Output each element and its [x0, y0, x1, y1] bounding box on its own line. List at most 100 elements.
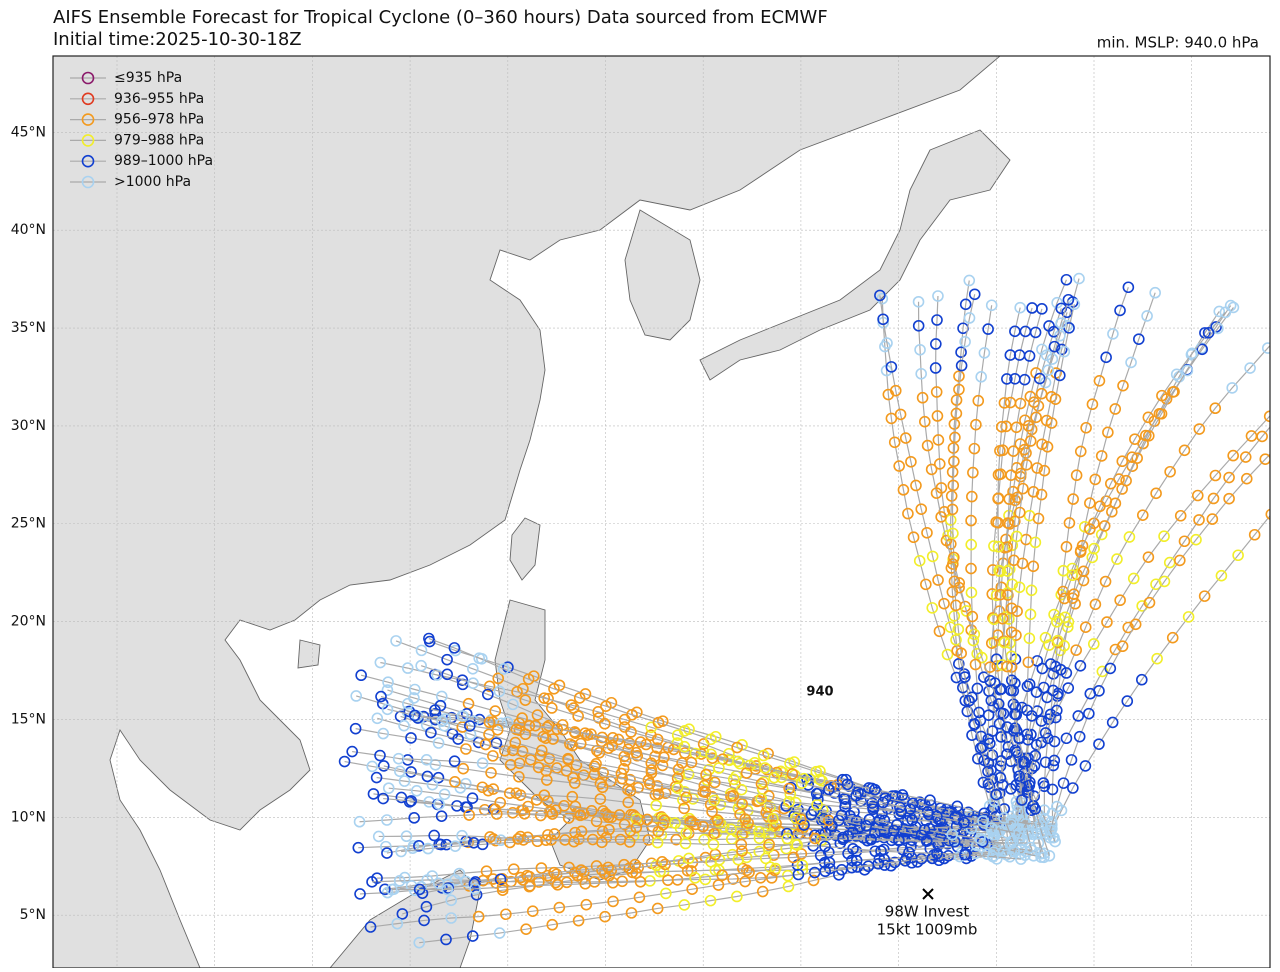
track-point	[735, 838, 748, 851]
track-point	[482, 688, 494, 701]
track-point	[405, 795, 417, 807]
track-point	[487, 750, 499, 762]
track-point	[618, 818, 631, 831]
track-point	[1166, 631, 1179, 644]
track-point	[847, 843, 859, 855]
track-point	[435, 810, 448, 822]
track-point	[520, 923, 532, 935]
track-point	[1131, 452, 1143, 464]
track-point	[1125, 356, 1137, 369]
track-point	[379, 883, 391, 896]
track-point	[1121, 695, 1134, 707]
track-point	[602, 811, 615, 823]
track-point	[1024, 435, 1037, 447]
track-point	[1045, 417, 1058, 429]
track-point	[469, 882, 481, 895]
track-point	[466, 792, 479, 805]
legend-symbol	[81, 134, 95, 147]
lat-label: 35°N	[11, 320, 46, 336]
track-point	[470, 888, 483, 901]
track-point	[382, 676, 394, 689]
track-point	[1005, 814, 1017, 827]
track-point	[1023, 779, 1036, 792]
track-point	[1002, 740, 1015, 753]
track-point	[597, 766, 609, 779]
mainland	[53, 56, 1001, 968]
track-point	[1009, 722, 1021, 735]
track-point	[467, 677, 479, 689]
track-point	[753, 825, 765, 838]
lat-label: 5°N	[20, 907, 46, 923]
track-point	[1027, 486, 1040, 498]
track-point	[992, 698, 1005, 710]
track-point	[959, 335, 971, 348]
track-point	[769, 862, 782, 875]
track-point	[484, 831, 496, 843]
track-point	[1093, 374, 1106, 387]
track-point	[1027, 560, 1040, 573]
track-point	[885, 361, 898, 373]
track-point	[996, 612, 1009, 625]
track-point	[546, 702, 558, 714]
track-point	[1029, 803, 1041, 815]
track-point	[380, 840, 392, 853]
track-point	[992, 516, 1004, 529]
track-point	[656, 856, 668, 868]
track-point	[1107, 328, 1119, 340]
track-point	[1055, 317, 1067, 329]
track-point	[616, 772, 628, 785]
track-point	[504, 759, 517, 771]
track-point	[507, 744, 519, 757]
track-point	[996, 779, 1009, 791]
track-point	[1206, 513, 1219, 525]
track-point	[489, 705, 502, 717]
track-point	[1116, 640, 1129, 653]
track-point	[493, 927, 506, 939]
track-point	[931, 314, 943, 326]
track-point	[700, 768, 712, 781]
track-point	[961, 705, 974, 718]
track-point	[393, 875, 406, 887]
track-point	[1051, 704, 1063, 717]
track-point	[988, 795, 1001, 808]
track-point	[912, 295, 925, 308]
track-point	[926, 602, 939, 614]
legend-label: 979–988 hPa	[114, 132, 204, 148]
track-point	[522, 800, 534, 813]
track-point	[572, 914, 585, 927]
track-point	[850, 789, 862, 802]
track-point	[795, 813, 807, 825]
track-point	[1215, 569, 1228, 582]
track-point	[406, 842, 419, 854]
track-point	[1009, 325, 1021, 338]
track-point	[456, 721, 469, 733]
track-point	[881, 337, 893, 349]
track-point	[599, 867, 611, 880]
track-point	[1117, 379, 1129, 392]
track-point	[1030, 411, 1042, 424]
track-point	[891, 818, 903, 831]
track-point	[877, 796, 889, 809]
track-point	[869, 783, 881, 796]
track-point	[948, 551, 960, 564]
track-point	[1178, 444, 1191, 457]
track-point	[547, 733, 559, 745]
track-point	[421, 874, 434, 886]
track-point	[955, 359, 968, 372]
track-point	[811, 798, 823, 811]
track-point	[935, 511, 947, 523]
track-point	[923, 822, 936, 835]
track-point	[483, 728, 495, 741]
track-point	[969, 658, 982, 671]
track-point	[763, 838, 775, 851]
track-point	[1120, 474, 1132, 487]
track-point	[364, 921, 377, 933]
track-point	[678, 899, 691, 911]
track-point	[1051, 616, 1063, 628]
track-point	[925, 463, 938, 476]
track-point	[876, 292, 889, 305]
track-point	[1106, 716, 1119, 729]
track-point	[795, 777, 808, 789]
track-point	[1001, 660, 1013, 673]
track-point	[984, 674, 996, 687]
